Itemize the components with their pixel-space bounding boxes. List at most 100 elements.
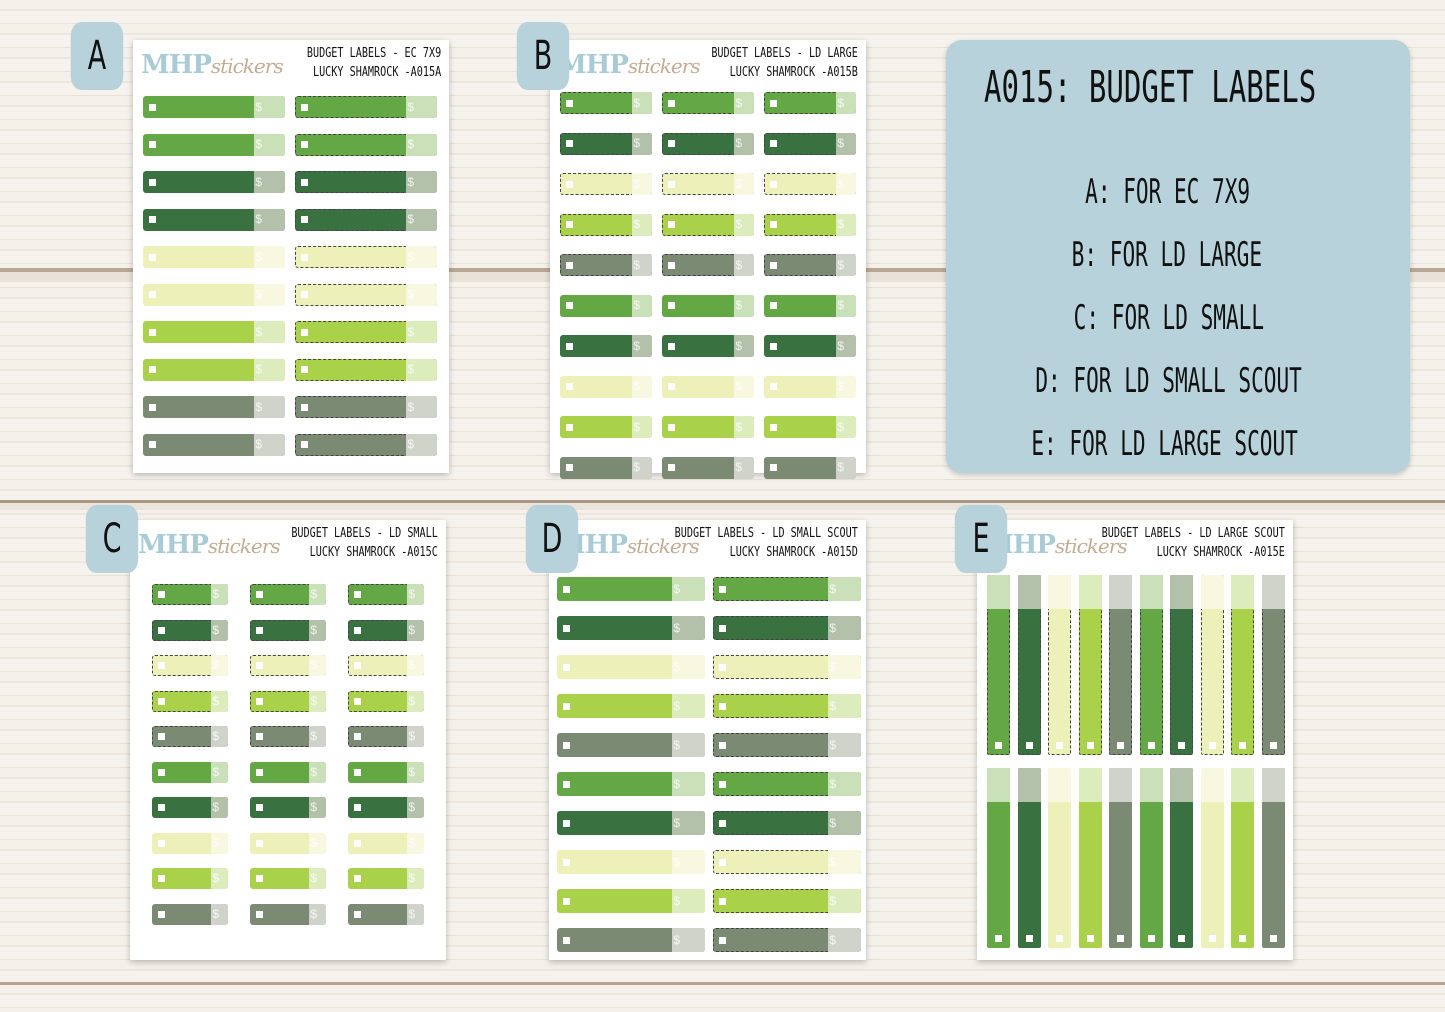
sticker-tab — [836, 254, 856, 276]
sticker-tab — [1231, 575, 1254, 609]
checkbox-icon — [668, 383, 675, 390]
budget-label-sticker: $ — [713, 772, 861, 796]
checkbox-icon — [354, 662, 361, 669]
checkbox-icon — [1239, 742, 1246, 749]
dollar-icon: $ — [255, 99, 262, 114]
dollar-icon: $ — [212, 906, 219, 921]
budget-label-sticker: $ — [713, 889, 861, 913]
sticker-tab — [254, 321, 285, 343]
dollar-icon: $ — [212, 764, 219, 779]
sheet-title: BUDGET LABELS - LD LARGE SCOUT — [1101, 526, 1285, 541]
budget-label-sticker: $ — [764, 173, 856, 195]
dollar-icon: $ — [633, 460, 640, 474]
dollar-icon: $ — [837, 338, 844, 353]
sticker-tab — [309, 690, 326, 712]
checkbox-icon — [1178, 935, 1185, 942]
dollar-icon: $ — [633, 379, 640, 393]
checkbox-icon — [995, 935, 1002, 942]
budget-label-sticker: $ — [348, 584, 424, 605]
checkbox-icon — [158, 910, 165, 918]
checkbox-icon — [149, 103, 156, 111]
sticker-tab — [406, 133, 437, 156]
checkbox-icon — [301, 178, 308, 186]
sticker-tab — [1170, 768, 1193, 802]
checkbox-icon — [1056, 935, 1063, 942]
sticker-tab — [734, 335, 754, 357]
dollar-icon: $ — [310, 693, 317, 708]
dollar-icon: $ — [212, 693, 219, 708]
budget-label-sticker: $ — [557, 811, 705, 835]
sticker-tab — [211, 761, 228, 783]
checkbox-icon — [719, 702, 726, 710]
sheet-letter-badge: C — [85, 505, 139, 573]
sticker-tab — [1109, 768, 1132, 802]
dollar-icon: $ — [633, 419, 640, 434]
checkbox-icon — [770, 140, 777, 147]
dollar-icon: $ — [212, 587, 219, 601]
dollar-icon: $ — [673, 815, 680, 830]
budget-label-sticker: $ — [560, 456, 652, 479]
checkbox-icon — [354, 804, 361, 811]
budget-label-sticker: $ — [764, 375, 856, 398]
sticker-tab — [734, 456, 754, 479]
checkbox-icon — [563, 624, 570, 632]
sheet-title: BUDGET LABELS - LD LARGE — [711, 46, 858, 61]
sticker-tab — [309, 761, 326, 783]
sticker-tab — [254, 96, 285, 118]
dollar-icon: $ — [673, 659, 680, 674]
budget-label-sticker: $ — [557, 733, 705, 757]
dollar-icon: $ — [837, 257, 844, 272]
checkbox-icon — [563, 858, 570, 866]
sticker-tab — [211, 832, 228, 854]
scout-strip-sticker — [1261, 768, 1285, 948]
budget-label-sticker: $ — [764, 335, 856, 357]
checkbox-icon — [354, 591, 361, 598]
checkbox-icon — [770, 464, 777, 471]
budget-label-sticker: $ — [152, 832, 228, 854]
dollar-icon: $ — [633, 136, 640, 150]
checkbox-icon — [158, 804, 165, 811]
budget-label-sticker: $ — [557, 616, 705, 640]
mhp-logo: MHPstickers — [557, 530, 700, 560]
dollar-icon: $ — [255, 249, 262, 264]
sticker-tab — [211, 726, 228, 747]
sticker-tab — [672, 772, 705, 796]
checkbox-icon — [1025, 935, 1033, 942]
sticker-tab — [672, 928, 705, 952]
logo-script: stickers — [627, 54, 701, 78]
checkbox-icon — [354, 697, 361, 705]
scout-strip-sticker — [1261, 575, 1285, 755]
sticker-tab — [672, 811, 705, 835]
sticker-tab — [254, 283, 285, 306]
sticker-tab — [1200, 768, 1224, 802]
dollar-icon: $ — [673, 737, 680, 752]
budget-label-sticker: $ — [250, 797, 326, 818]
info-item: D: FOR LD SMALL SCOUT — [1035, 361, 1302, 401]
info-item: B: FOR LD LARGE — [1071, 235, 1262, 275]
scout-strip-sticker — [1170, 575, 1193, 755]
dollar-icon: $ — [735, 257, 742, 272]
checkbox-icon — [301, 366, 308, 373]
sticker-tab — [1078, 575, 1102, 609]
checkbox-icon — [354, 626, 361, 634]
budget-label-sticker: $ — [764, 294, 856, 317]
checkbox-icon — [566, 261, 573, 269]
scout-strip-sticker — [1139, 768, 1163, 948]
sticker-tab — [836, 375, 856, 398]
dollar-icon: $ — [408, 587, 415, 601]
sticker-tab — [632, 335, 652, 357]
budget-label-sticker: $ — [662, 213, 754, 236]
sticker-tab — [406, 171, 437, 193]
dollar-icon: $ — [735, 136, 742, 150]
dollar-icon: $ — [255, 437, 262, 451]
checkbox-icon — [1178, 742, 1185, 749]
budget-label-sticker: $ — [250, 726, 326, 747]
checkbox-icon — [149, 403, 156, 411]
dollar-icon: $ — [735, 338, 742, 353]
budget-label-sticker: $ — [560, 92, 652, 114]
budget-label-sticker: $ — [557, 772, 705, 796]
dollar-icon: $ — [837, 217, 844, 231]
checkbox-icon — [719, 741, 726, 749]
sheet-header: BUDGET LABELS - LD LARGE LUCKY SHAMROCK -… — [711, 44, 858, 82]
budget-label-sticker: $ — [348, 832, 424, 854]
